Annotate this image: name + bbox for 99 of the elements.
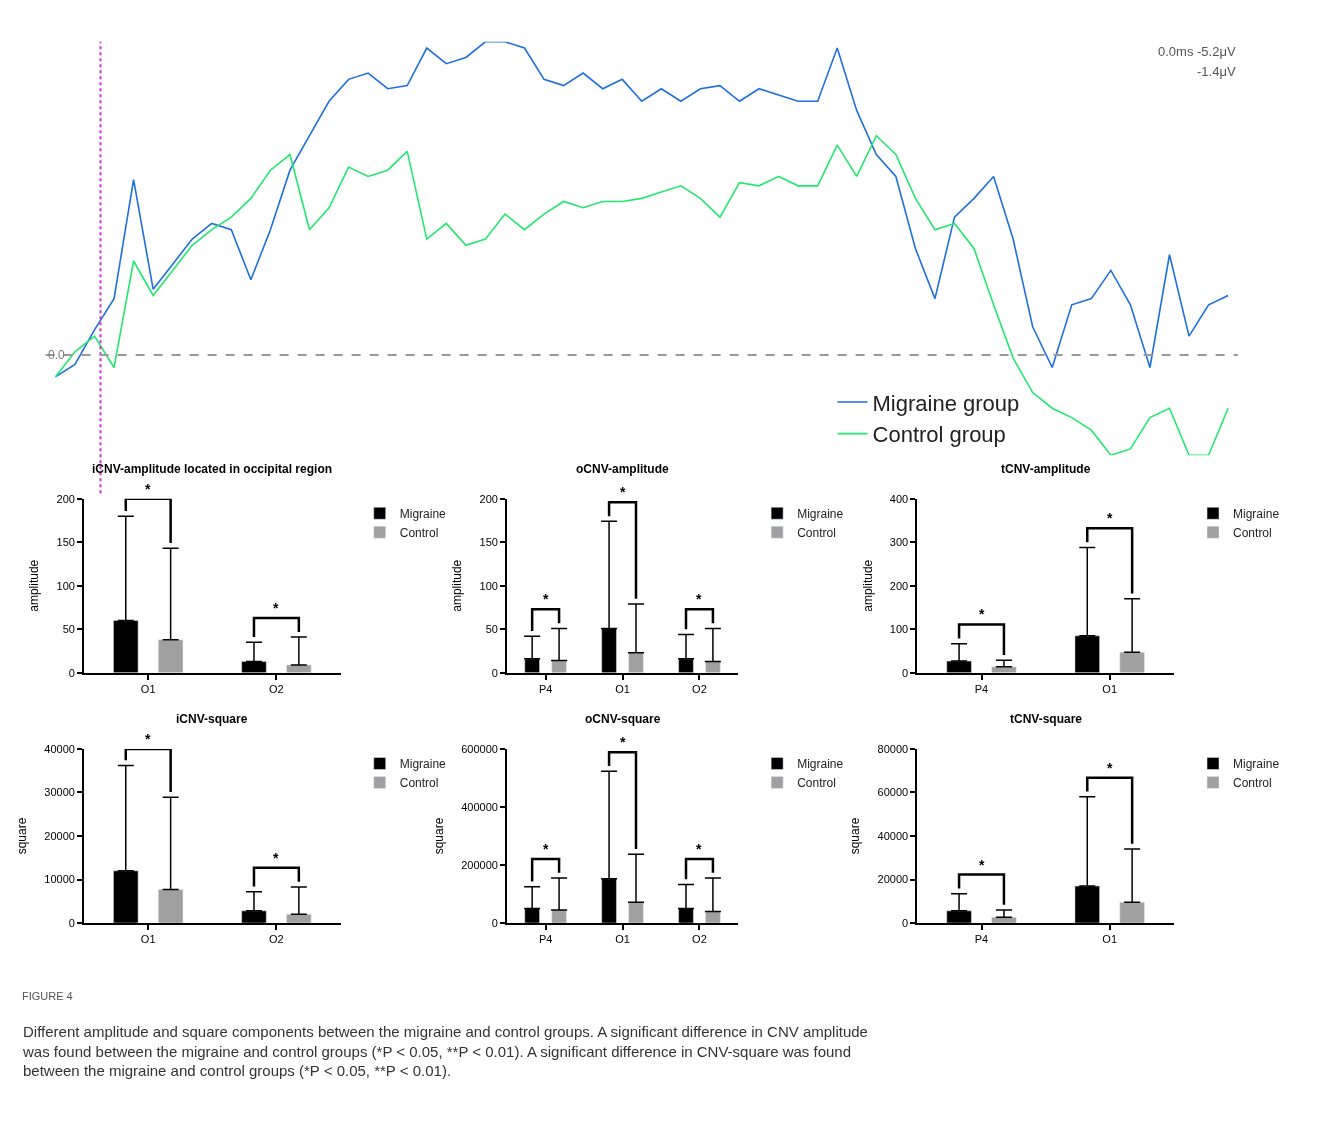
y-axis-title: square <box>15 817 30 855</box>
x-tick-label: O2 <box>692 933 707 946</box>
legend-label: Migraine <box>399 506 447 521</box>
y-axis-title: amplitude <box>27 559 42 612</box>
annotation: * <box>620 734 626 750</box>
bar <box>628 901 644 924</box>
annotation: * <box>1107 510 1113 526</box>
x-tick-label: P4 <box>538 683 553 695</box>
legend-label: Control <box>1233 525 1272 540</box>
y-tick-label: 40000 <box>877 829 909 842</box>
y-tick-label: 20000 <box>44 829 75 842</box>
y-axis-title: amplitude <box>860 559 875 612</box>
y-tick-label: 100 <box>479 579 498 592</box>
legend-label: Migraine <box>797 757 844 772</box>
x-tick-label: O1 <box>140 683 156 695</box>
y-tick-label: 0 <box>491 666 498 679</box>
y-tick-label: 150 <box>479 536 498 549</box>
x-tick-label: P4 <box>974 683 989 695</box>
legend-label: Control <box>797 525 836 540</box>
bar <box>705 911 721 924</box>
bar <box>628 652 644 673</box>
annotation: * <box>620 484 626 500</box>
y-tick-label: 100 <box>889 623 909 636</box>
x-tick-label: O1 <box>615 933 630 946</box>
annotation: * <box>979 857 985 873</box>
annotation: 0.0ms -5.2μV <box>1158 44 1236 59</box>
y-tick-label: 0 <box>68 916 75 929</box>
legend-label: Migraine group <box>872 390 1020 416</box>
y-tick-label: 60000 <box>877 786 909 799</box>
y-tick-label: 100 <box>56 579 75 592</box>
y-tick-label: 0 <box>491 916 498 929</box>
legend-label: Migraine <box>1233 506 1280 521</box>
text: * <box>145 731 151 747</box>
annotation: * <box>696 591 702 607</box>
y-tick-label: 50 <box>62 623 75 636</box>
y-tick-label: 600000 <box>461 742 498 755</box>
x-tick-label: P4 <box>538 933 553 946</box>
annotation: * <box>1107 760 1113 776</box>
chart-title: iCNV-square <box>176 712 248 726</box>
legend-label: Migraine <box>1233 757 1280 772</box>
chart-title: tCNV-square <box>1010 712 1083 726</box>
bar <box>705 661 721 673</box>
y-tick-label: 10000 <box>44 873 75 886</box>
y-tick-label: 200 <box>479 492 498 505</box>
chart-title: tCNV-amplitude <box>1001 462 1091 476</box>
annotation: * <box>696 841 702 857</box>
legend-label: Control <box>1233 776 1272 791</box>
bar <box>1119 902 1145 924</box>
annotation: * <box>543 841 549 857</box>
text: * <box>145 481 151 497</box>
bar <box>551 660 567 673</box>
caption: FIGURE 4 <box>22 990 73 1002</box>
x-tick-label: O1 <box>1102 683 1118 695</box>
y-tick-label: 150 <box>56 536 75 549</box>
y-axis-title: square <box>848 817 863 855</box>
bar <box>286 914 312 924</box>
y-tick-label: 200 <box>889 579 909 592</box>
chart-title: iCNV-amplitude located in occipital region <box>92 462 333 476</box>
x-tick-label: O2 <box>269 683 284 695</box>
legend-label: Control <box>797 776 836 791</box>
y-tick-label: 400000 <box>461 800 498 813</box>
y-tick-label: 200000 <box>461 858 498 871</box>
y-tick-label: 80000 <box>877 742 909 755</box>
annotation: 0.0 <box>48 348 66 362</box>
bar <box>158 889 184 924</box>
y-tick-label: 0 <box>902 916 909 929</box>
x-tick-label: O1 <box>615 683 630 695</box>
text: Different amplitude and square components between the migraine and control groups. A significant difference in CNV amplitude was found between the migraine and control groups (*P < 0.05, **P < 0.01). A significant difference in CNV-square was found between the migraine and control groups (*P < 0.05, **P < 0.01). <box>22 1023 868 1079</box>
annotation: * <box>273 600 279 616</box>
bar <box>158 639 184 673</box>
chart-title: oCNV-amplitude <box>576 462 669 476</box>
y-tick-label: 50 <box>485 623 498 636</box>
y-tick-label: 400 <box>889 492 909 505</box>
x-tick-label: O1 <box>140 933 156 946</box>
bar <box>1119 652 1145 673</box>
annotation: * <box>979 606 985 622</box>
y-tick-label: 40000 <box>44 742 75 755</box>
legend-label: Control <box>399 776 439 791</box>
chart-title: oCNV-square <box>585 712 661 726</box>
legend-label: Migraine <box>797 506 844 521</box>
y-tick-label: 30000 <box>44 786 75 799</box>
legend-label: Control <box>399 525 439 540</box>
y-tick-label: 0 <box>902 666 909 679</box>
legend-label: Control group <box>872 422 1006 448</box>
y-axis-title: square <box>432 817 447 855</box>
y-tick-label: 300 <box>889 536 909 549</box>
y-tick-label: 0 <box>68 666 75 679</box>
annotation: * <box>543 591 549 607</box>
x-tick-label: O1 <box>1102 933 1118 946</box>
bar <box>551 909 567 924</box>
x-tick-label: P4 <box>974 933 989 946</box>
y-tick-label: 20000 <box>877 873 909 886</box>
x-tick-label: O2 <box>269 933 284 946</box>
legend-label: Migraine <box>399 757 447 772</box>
y-tick-label: 200 <box>56 492 75 505</box>
y-axis-title: amplitude <box>450 559 465 612</box>
annotation: * <box>273 850 279 866</box>
x-tick-label: O2 <box>692 683 707 695</box>
annotation: -1.4μV <box>1197 64 1236 79</box>
